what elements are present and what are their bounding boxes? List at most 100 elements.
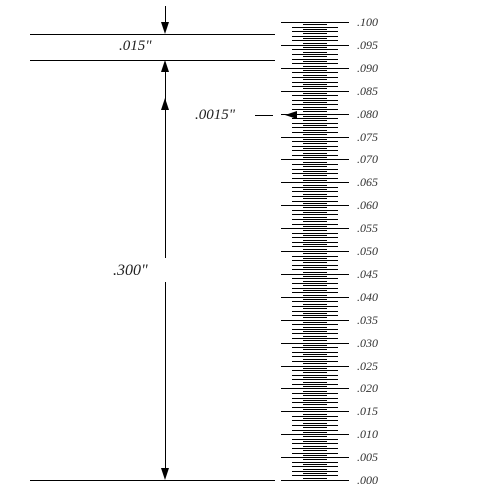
scale-tick	[292, 338, 338, 339]
scale-tick	[292, 393, 338, 394]
scale-tick	[303, 267, 327, 268]
scale-tick	[303, 368, 327, 369]
scale-tick	[292, 242, 338, 243]
scale-tick	[303, 372, 327, 373]
scale-tick	[303, 75, 327, 76]
scale-tick	[303, 331, 327, 332]
scale-tick	[281, 159, 349, 160]
scale-tick	[303, 217, 327, 218]
scale-tick	[303, 258, 327, 259]
scale-tick	[292, 104, 338, 105]
scale-tick	[303, 116, 327, 117]
diagram-stage: .000.005.010.015.020.025.030.035.040.045…	[0, 0, 500, 500]
dim-line	[30, 60, 275, 61]
scale-tick-label: .010	[357, 427, 378, 442]
scale-tick	[292, 86, 338, 87]
scale-tick	[303, 322, 327, 323]
scale-tick	[303, 313, 327, 314]
scale-tick	[303, 84, 327, 85]
scale-tick	[292, 141, 338, 142]
scale-tick	[292, 475, 338, 476]
scale-tick	[303, 409, 327, 410]
scale-tick	[281, 388, 349, 389]
scale-tick	[292, 187, 338, 188]
scale-tick	[303, 382, 327, 383]
scale-tick	[303, 473, 327, 474]
scale-tick	[292, 398, 338, 399]
scale-tick	[292, 95, 338, 96]
scale-tick	[303, 295, 327, 296]
scale-tick	[303, 249, 327, 250]
scale-tick	[303, 459, 327, 460]
scale-tick	[292, 191, 338, 192]
scale-tick	[303, 93, 327, 94]
scale-tick	[292, 237, 338, 238]
scale-tick	[292, 40, 338, 41]
scale-tick	[292, 256, 338, 257]
scale-tick	[281, 366, 349, 367]
scale-tick	[292, 384, 338, 385]
scale-tick	[292, 210, 338, 211]
scale-tick	[292, 201, 338, 202]
scale-tick	[292, 109, 338, 110]
scale-tick	[292, 466, 338, 467]
scale-tick	[292, 402, 338, 403]
scale-tick	[303, 52, 327, 53]
scale-tick	[292, 196, 338, 197]
scale-tick	[303, 262, 327, 263]
scale-tick	[303, 404, 327, 405]
scale-tick	[292, 59, 338, 60]
scale-tick	[281, 434, 349, 435]
scale-tick-label: .000	[357, 473, 378, 488]
scale-tick	[281, 320, 349, 321]
scale-tick	[303, 189, 327, 190]
scale-tick	[292, 49, 338, 50]
scale-tick	[281, 457, 349, 458]
scale-tick	[292, 246, 338, 247]
scale-tick	[292, 178, 338, 179]
scale-tick	[292, 63, 338, 64]
scale-tick	[281, 274, 349, 275]
scale-tick	[303, 253, 327, 254]
scale-tick	[303, 166, 327, 167]
scale-tick-label: .065	[357, 175, 378, 190]
dim-arrow-shaft	[165, 282, 166, 468]
scale-tick	[303, 43, 327, 44]
scale-tick-label: .040	[357, 290, 378, 305]
scale-tick	[281, 137, 349, 138]
scale-tick	[281, 297, 349, 298]
scale-tick	[292, 219, 338, 220]
scale-tick	[303, 244, 327, 245]
scale-tick	[292, 439, 338, 440]
scale-tick	[303, 363, 327, 364]
scale-tick	[292, 448, 338, 449]
scale-tick	[292, 407, 338, 408]
scale-tick	[303, 441, 327, 442]
scale-tick	[303, 276, 327, 277]
scale-tick	[292, 269, 338, 270]
scale-tick	[292, 283, 338, 284]
scale-tick	[303, 455, 327, 456]
scale-tick	[281, 182, 349, 183]
scale-tick	[303, 148, 327, 149]
scale-tick	[292, 416, 338, 417]
scale-tick-label: .055	[357, 221, 378, 236]
scale-tick	[303, 162, 327, 163]
scale-tick	[303, 464, 327, 465]
scale-tick	[281, 228, 349, 229]
scale-tick	[292, 333, 338, 334]
scale-tick	[303, 327, 327, 328]
scale-tick-label: .100	[357, 15, 378, 30]
scale-tick	[281, 251, 349, 252]
dim-label-small: .015"	[119, 38, 152, 55]
scale-tick	[292, 214, 338, 215]
scale-tick	[303, 349, 327, 350]
scale-tick	[303, 414, 327, 415]
scale-tick-label: .075	[357, 130, 378, 145]
scale-tick	[303, 157, 327, 158]
scale-tick	[292, 292, 338, 293]
scale-tick-label: .050	[357, 244, 378, 259]
scale-tick-label: .045	[357, 267, 378, 282]
scale-tick	[292, 132, 338, 133]
scale-tick	[292, 146, 338, 147]
